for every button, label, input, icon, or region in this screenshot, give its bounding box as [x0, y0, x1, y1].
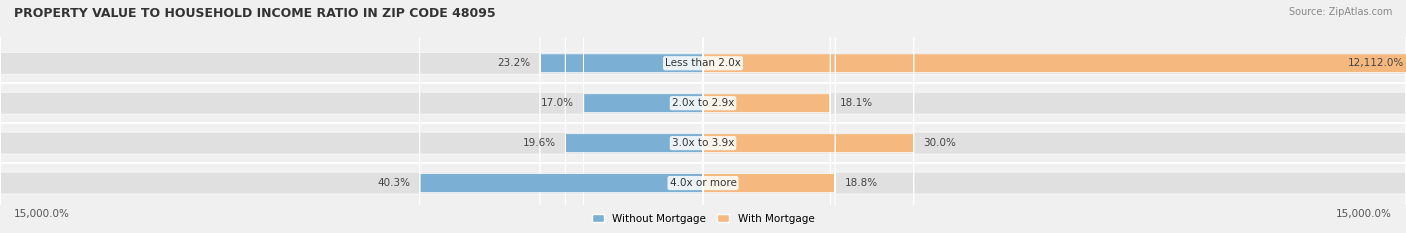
- Text: PROPERTY VALUE TO HOUSEHOLD INCOME RATIO IN ZIP CODE 48095: PROPERTY VALUE TO HOUSEHOLD INCOME RATIO…: [14, 7, 496, 20]
- Text: 30.0%: 30.0%: [924, 138, 956, 148]
- FancyBboxPatch shape: [703, 0, 914, 233]
- Text: Less than 2.0x: Less than 2.0x: [665, 58, 741, 68]
- FancyBboxPatch shape: [583, 0, 703, 233]
- Text: 19.6%: 19.6%: [523, 138, 555, 148]
- Text: 17.0%: 17.0%: [541, 98, 574, 108]
- Text: 3.0x to 3.9x: 3.0x to 3.9x: [672, 138, 734, 148]
- Legend: Without Mortgage, With Mortgage: Without Mortgage, With Mortgage: [588, 209, 818, 228]
- FancyBboxPatch shape: [703, 0, 835, 233]
- Text: 18.1%: 18.1%: [839, 98, 873, 108]
- FancyBboxPatch shape: [540, 0, 703, 233]
- Text: 15,000.0%: 15,000.0%: [1336, 209, 1392, 219]
- Text: 4.0x or more: 4.0x or more: [669, 178, 737, 188]
- Text: Source: ZipAtlas.com: Source: ZipAtlas.com: [1288, 7, 1392, 17]
- Text: 23.2%: 23.2%: [498, 58, 530, 68]
- FancyBboxPatch shape: [565, 0, 703, 233]
- FancyBboxPatch shape: [703, 0, 1406, 233]
- FancyBboxPatch shape: [703, 0, 830, 233]
- Text: 15,000.0%: 15,000.0%: [14, 209, 70, 219]
- Text: 12,112.0%: 12,112.0%: [1347, 58, 1403, 68]
- Text: 18.8%: 18.8%: [845, 178, 877, 188]
- FancyBboxPatch shape: [420, 0, 703, 233]
- Text: 2.0x to 2.9x: 2.0x to 2.9x: [672, 98, 734, 108]
- Text: 40.3%: 40.3%: [377, 178, 411, 188]
